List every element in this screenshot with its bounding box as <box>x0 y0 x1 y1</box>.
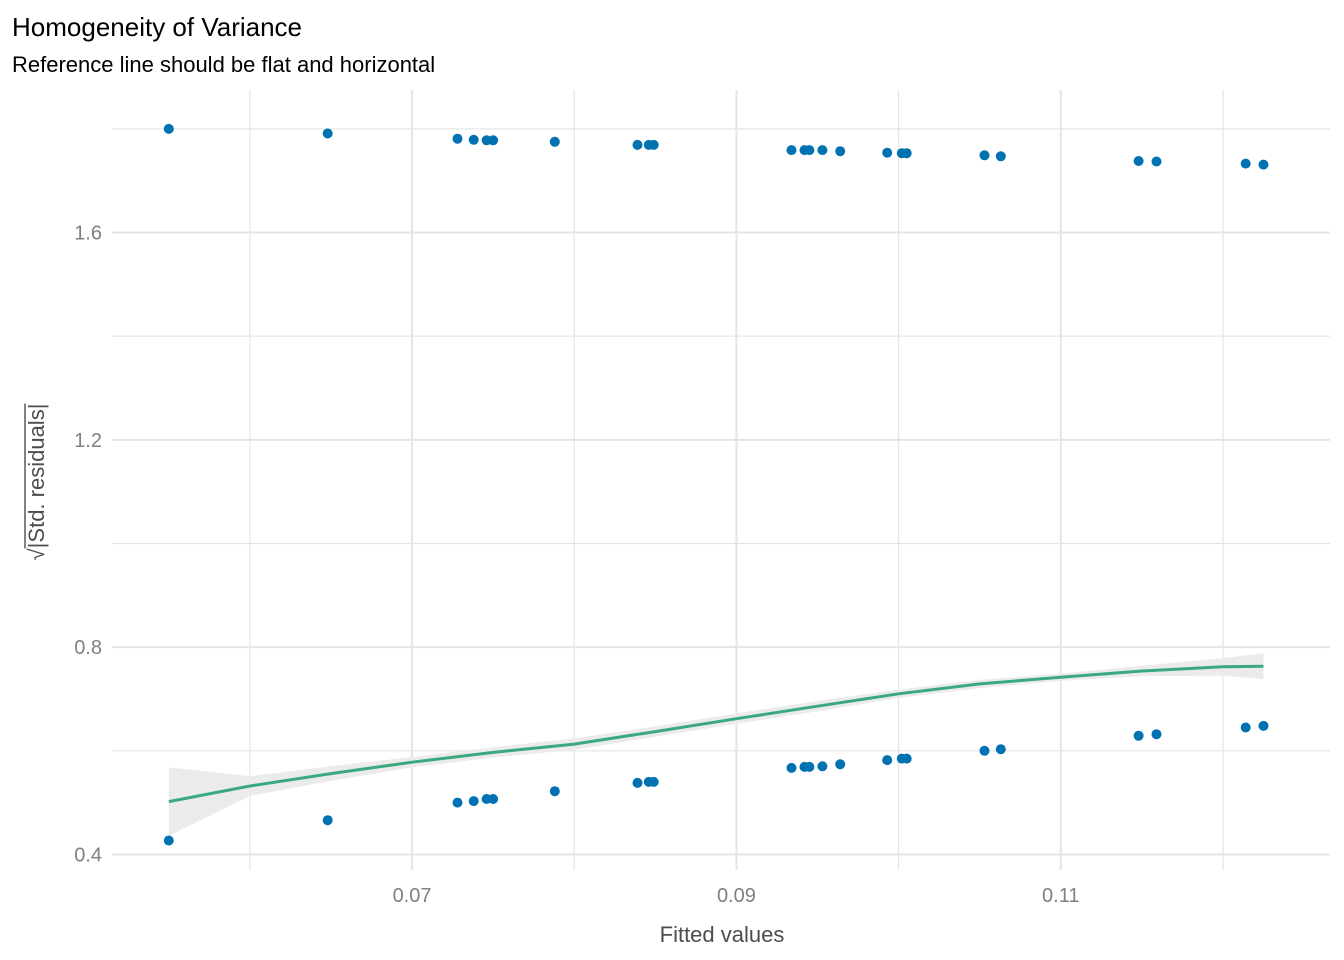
svg-text:√|Std. residuals|: √|Std. residuals| <box>24 404 49 561</box>
data-points <box>163 123 1269 846</box>
data-point <box>1133 730 1144 741</box>
data-point <box>488 135 499 146</box>
data-point <box>648 139 659 150</box>
y-tick-label: 0.8 <box>74 637 102 659</box>
data-point <box>322 128 333 139</box>
x-tick-label: 0.07 <box>393 885 432 907</box>
data-point <box>835 146 846 157</box>
data-point <box>163 835 174 846</box>
data-point <box>995 744 1006 755</box>
x-tick-label: 0.11 <box>1042 885 1079 907</box>
data-point <box>817 145 828 156</box>
y-tick-label: 1.2 <box>74 430 102 452</box>
data-point <box>468 796 479 807</box>
confidence-band <box>168 653 1264 836</box>
data-point <box>979 150 990 161</box>
chart-title: Homogeneity of Variance <box>12 12 302 42</box>
data-point <box>488 794 499 804</box>
data-point <box>452 133 463 144</box>
y-tick-label: 1.6 <box>74 223 102 245</box>
data-point <box>632 139 643 150</box>
data-point <box>817 761 828 772</box>
data-point <box>1258 159 1269 170</box>
confidence-band-layer <box>168 653 1264 836</box>
y-axis-title: √|Std. residuals| <box>24 403 49 561</box>
data-point <box>804 761 815 772</box>
data-point <box>1151 729 1162 740</box>
y-axis-tick-labels: 0.4 0.8 1.2 1.6 <box>74 223 102 867</box>
data-point <box>882 147 893 158</box>
data-point <box>322 815 333 826</box>
data-point <box>1240 158 1251 169</box>
data-point <box>549 136 560 147</box>
data-point <box>786 762 797 773</box>
data-point <box>882 755 893 766</box>
y-axis-title-radicand: |Std. residuals| <box>24 404 49 549</box>
data-point <box>995 151 1006 162</box>
y-axis-title-radical: √ <box>24 547 49 560</box>
data-point <box>835 759 846 770</box>
x-tick-label: 0.09 <box>717 885 756 907</box>
data-point <box>163 123 174 134</box>
data-point <box>786 145 797 156</box>
smooth-line-layer <box>168 664 1264 804</box>
data-point <box>901 753 912 764</box>
data-point <box>1151 156 1162 167</box>
data-point <box>549 786 560 797</box>
data-point <box>648 776 659 787</box>
data-point <box>452 797 463 808</box>
data-point <box>804 145 815 156</box>
x-axis-title: Fitted values <box>660 922 785 947</box>
x-axis-tick-labels: 0.07 0.09 0.11 <box>393 885 1080 907</box>
data-point <box>632 777 643 788</box>
data-point <box>468 134 479 145</box>
data-point <box>901 148 912 159</box>
data-point <box>1240 722 1251 733</box>
data-point <box>979 745 990 756</box>
y-tick-label: 0.4 <box>74 844 102 866</box>
grid-lines <box>112 90 1330 870</box>
data-point <box>1133 156 1144 166</box>
data-point <box>1258 720 1269 731</box>
reference-smooth-line <box>168 664 1264 804</box>
chart-subtitle: Reference line should be flat and horizo… <box>12 52 435 77</box>
